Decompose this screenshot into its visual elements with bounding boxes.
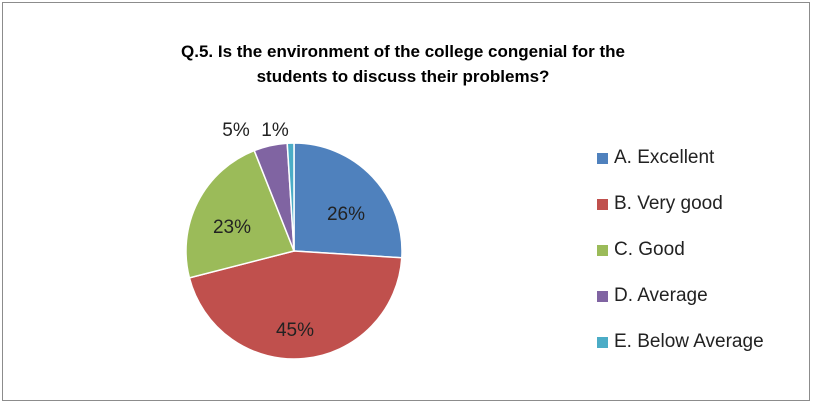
legend-label: C. Good bbox=[614, 239, 685, 260]
slice-data-label: 5% bbox=[222, 120, 250, 141]
pie-chart: 26% 45% 23% 5% 1% bbox=[185, 120, 403, 360]
slice-data-label: 45% bbox=[276, 320, 314, 341]
legend-item-below-average: E. Below Average bbox=[597, 327, 764, 357]
legend-label: E. Below Average bbox=[614, 331, 764, 352]
legend-item-good: C. Good bbox=[597, 235, 764, 265]
slice-data-label: 23% bbox=[213, 217, 251, 238]
legend: A. Excellent B. Very good C. Good D. Ave… bbox=[597, 143, 764, 373]
pie-slice-c-good bbox=[185, 149, 296, 279]
pie-slice-e-below-average bbox=[286, 142, 295, 252]
legend-swatch bbox=[597, 336, 608, 348]
legend-label: D. Average bbox=[614, 285, 708, 306]
legend-label: B. Very good bbox=[614, 193, 723, 214]
legend-swatch bbox=[597, 244, 608, 256]
legend-swatch bbox=[597, 290, 608, 302]
chart-area: Q.5. Is the environment of the college c… bbox=[2, 2, 810, 401]
pie-slice-a-excellent bbox=[293, 142, 403, 259]
legend-swatch bbox=[597, 152, 608, 164]
chart-title: Q.5. Is the environment of the college c… bbox=[3, 39, 803, 89]
legend-swatch bbox=[597, 198, 608, 210]
chart-title-line-1: Q.5. Is the environment of the college c… bbox=[181, 42, 625, 61]
legend-item-excellent: A. Excellent bbox=[597, 143, 764, 173]
legend-label: A. Excellent bbox=[614, 147, 715, 168]
slice-data-label: 26% bbox=[327, 204, 365, 225]
chart-title-line-2: students to discuss their problems? bbox=[256, 67, 550, 86]
legend-item-average: D. Average bbox=[597, 281, 764, 311]
legend-item-very-good: B. Very good bbox=[597, 189, 764, 219]
slice-data-label: 1% bbox=[261, 120, 289, 141]
pie-slice-b-very-good bbox=[188, 250, 403, 360]
